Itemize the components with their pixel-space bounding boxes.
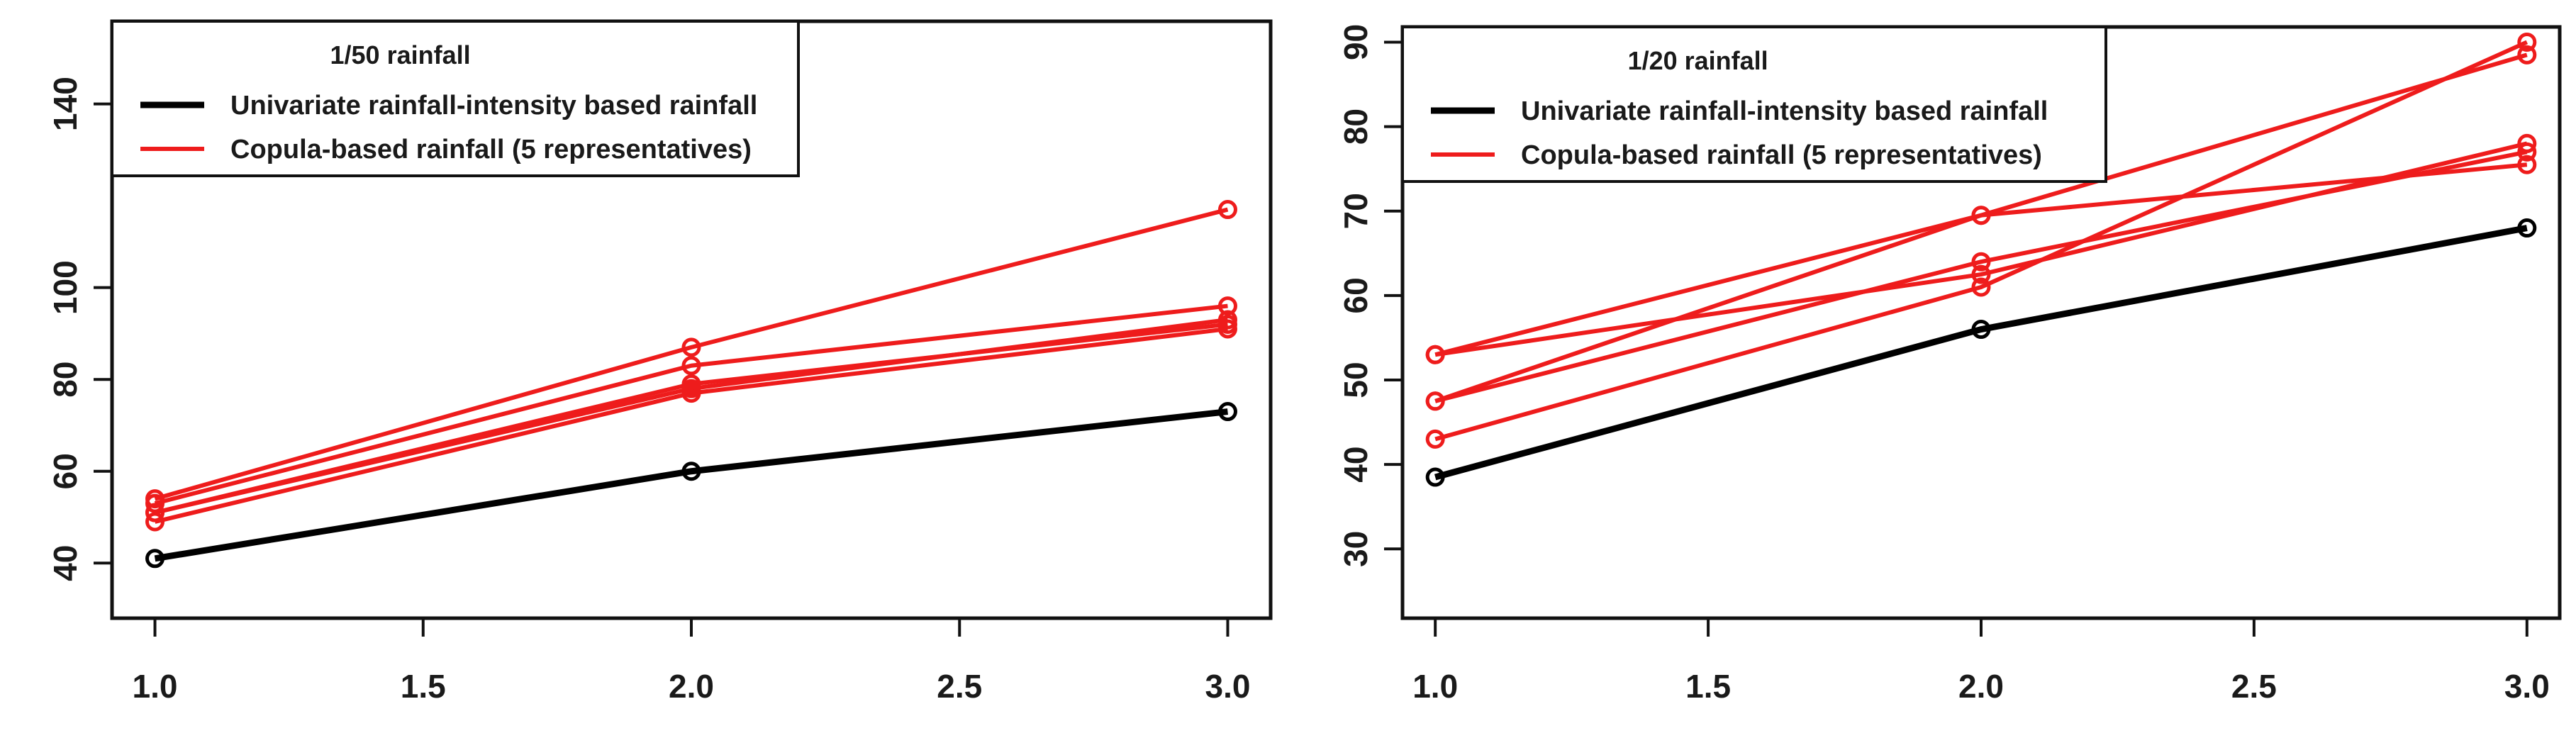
copula-series-line-2 (154, 303, 1228, 505)
legend-box (111, 20, 800, 177)
x-tick-label: 3.0 (1205, 668, 1251, 705)
x-tick-label: 2.0 (669, 668, 714, 705)
copula-data-point (145, 512, 165, 532)
univariate-data-point (145, 549, 165, 569)
legend-box (1401, 26, 2107, 183)
legend-label-1: Univariate rainfall-intensity based rain… (230, 91, 757, 121)
chart-panel-2: 1.0 1.5 2.0 2.5 3.0 30 40 50 60 70 80 90 1/20 rainfa… (1337, 24, 2562, 705)
univariate-data-point (2517, 218, 2537, 238)
copula-series-line-4 (1434, 40, 2528, 442)
x-tick-label: 3.0 (2504, 668, 2550, 705)
x-tick-label: 1.0 (133, 668, 178, 705)
univariate-data-point (1425, 467, 1445, 487)
copula-data-point (1425, 345, 1445, 364)
y-tick-label: 80 (47, 362, 84, 398)
univariate-data-point (1971, 320, 1991, 340)
copula-series-line-2 (1434, 52, 2528, 403)
copula-data-point (145, 503, 165, 522)
copula-series-line-5 (1434, 141, 2528, 357)
y-tick-label: 80 (1337, 108, 1374, 145)
x-tick-label: 2.5 (937, 668, 982, 705)
y-tick-label: 40 (47, 545, 84, 581)
x-tick-label: 2.5 (2231, 668, 2277, 705)
copula-data-point (1971, 277, 1991, 297)
copula-data-point (681, 337, 701, 357)
copula-data-point (1971, 264, 1991, 284)
y-tick-label: 90 (1337, 24, 1374, 60)
y-tick-label: 50 (1337, 362, 1374, 398)
legend-label-2: Copula-based rainfall (5 representatives… (230, 135, 752, 164)
x-tick-label: 1.5 (1685, 668, 1731, 705)
copula-data-point (681, 374, 701, 394)
copula-data-point (2517, 32, 2537, 52)
copula-data-point (1971, 206, 1991, 225)
legend: 1/20 rainfall Univariate rainfall-intensi… (1401, 26, 2107, 183)
y-tick-label: 60 (1337, 277, 1374, 313)
copula-series-line-1 (154, 207, 1229, 501)
copula-data-point (681, 356, 701, 376)
y-tick-label: 100 (47, 260, 84, 315)
y-tick-label: 40 (1337, 447, 1374, 483)
legend-title: 1/20 rainfall (1628, 46, 1768, 75)
y-tick-label: 60 (47, 453, 84, 489)
copula-data-point (1217, 296, 1237, 316)
x-tick-label: 1.0 (1412, 668, 1458, 705)
univariate-data-point (1217, 402, 1237, 422)
copula-data-point (1971, 252, 1991, 272)
univariate-data-point (681, 462, 701, 481)
chart-panel-1: 1.0 1.5 2.0 2.5 3.0 40 60 80 100 140 1/50 rainfall… (47, 19, 1273, 705)
legend-title: 1/50 rainfall (330, 40, 471, 69)
copula-data-point (1425, 391, 1445, 411)
copula-data-point (1217, 200, 1237, 220)
y-tick-label: 30 (1337, 531, 1374, 567)
copula-data-point (1425, 429, 1445, 449)
copula-data-point (2517, 155, 2537, 174)
x-tick-label: 2.0 (1958, 668, 2004, 705)
legend-label-1: Univariate rainfall-intensity based rain… (1521, 96, 2048, 126)
legend: 1/50 rainfall Univariate rainfall-intensi… (111, 20, 800, 177)
legend-label-2: Copula-based rainfall (5 representatives… (1521, 140, 2042, 170)
copula-data-point (2517, 133, 2537, 153)
copula-data-point (1217, 314, 1237, 334)
univariate-series-line-0 (154, 408, 1228, 562)
copula-series-line-5 (154, 322, 1228, 515)
y-tick-label: 140 (47, 77, 84, 131)
univariate-series-line-0 (1434, 225, 2528, 481)
x-tick-label: 1.5 (401, 668, 446, 705)
y-tick-label: 70 (1337, 193, 1374, 229)
copula-data-point (2517, 45, 2537, 65)
